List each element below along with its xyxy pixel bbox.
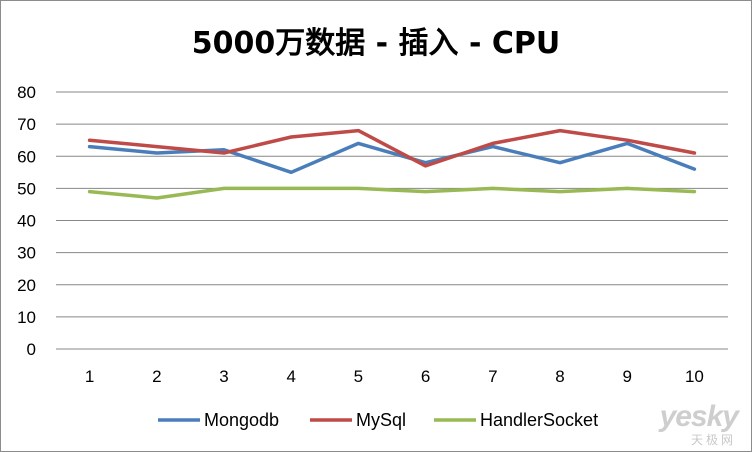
chart-title: 5000万数据 - 插入 - CPU (191, 26, 561, 61)
data-point-handlersocket (88, 190, 92, 194)
data-point-handlersocket (692, 190, 696, 194)
data-point-mongodb (356, 141, 360, 145)
y-tick-label: 60 (17, 147, 36, 166)
data-point-mongodb (222, 148, 226, 152)
data-point-mysql (692, 151, 696, 155)
legend: Mongodb MySql HandlerSocket (158, 410, 598, 430)
data-point-handlersocket (155, 196, 159, 200)
data-point-mongodb (155, 151, 159, 155)
data-point-handlersocket (356, 186, 360, 190)
x-tick-label: 2 (152, 367, 161, 386)
data-point-mongodb (289, 170, 293, 174)
x-tick-label: 9 (622, 367, 631, 386)
data-point-handlersocket (491, 186, 495, 190)
watermark-logo: yesky (659, 400, 739, 433)
series-line-mysql (87, 128, 697, 168)
data-point-mongodb (491, 145, 495, 149)
x-tick-label: 8 (555, 367, 564, 386)
y-tick-label: 0 (27, 340, 36, 359)
legend-label: Mongodb (204, 410, 279, 430)
data-point-mongodb (88, 145, 92, 149)
data-point-mongodb (625, 141, 629, 145)
data-point-mysql (625, 138, 629, 142)
data-point-mongodb (424, 161, 428, 165)
x-tick-label: 4 (286, 367, 295, 386)
data-point-mysql (289, 135, 293, 139)
x-tick-label: 7 (488, 367, 497, 386)
x-tick-label: 10 (685, 367, 704, 386)
data-point-mysql (491, 141, 495, 145)
y-tick-label: 50 (17, 179, 36, 198)
data-point-mysql (356, 129, 360, 133)
y-tick-label: 70 (17, 115, 36, 134)
data-point-mysql (222, 151, 226, 155)
data-point-mysql (558, 129, 562, 133)
y-tick-label: 20 (17, 276, 36, 295)
grid-lines (56, 91, 728, 350)
data-point-mongodb (558, 161, 562, 165)
data-point-handlersocket (625, 186, 629, 190)
data-point-mysql (88, 138, 92, 142)
y-tick-label: 30 (17, 244, 36, 263)
x-tick-label: 5 (354, 367, 363, 386)
data-point-mysql (424, 164, 428, 168)
data-point-handlersocket (222, 186, 226, 190)
x-tick-label: 1 (85, 367, 94, 386)
x-axis-ticks: 1 2 3 4 5 6 7 8 9 10 (85, 367, 704, 386)
data-point-handlersocket (558, 190, 562, 194)
watermark-subtitle: 天极网 (690, 433, 736, 447)
data-point-handlersocket (424, 190, 428, 194)
y-axis-ticks: 0 10 20 30 40 50 60 70 80 (17, 83, 36, 359)
data-point-handlersocket (289, 186, 293, 190)
series-line-handlersocket (87, 186, 697, 200)
data-point-mongodb (692, 167, 696, 171)
legend-label: HandlerSocket (480, 410, 598, 430)
y-tick-label: 10 (17, 308, 36, 327)
y-tick-label: 80 (17, 83, 36, 102)
x-tick-label: 3 (219, 367, 228, 386)
legend-label: MySql (356, 410, 406, 430)
series-lines (87, 128, 697, 200)
x-tick-label: 6 (421, 367, 430, 386)
data-point-mysql (155, 145, 159, 149)
y-tick-label: 40 (17, 212, 36, 231)
